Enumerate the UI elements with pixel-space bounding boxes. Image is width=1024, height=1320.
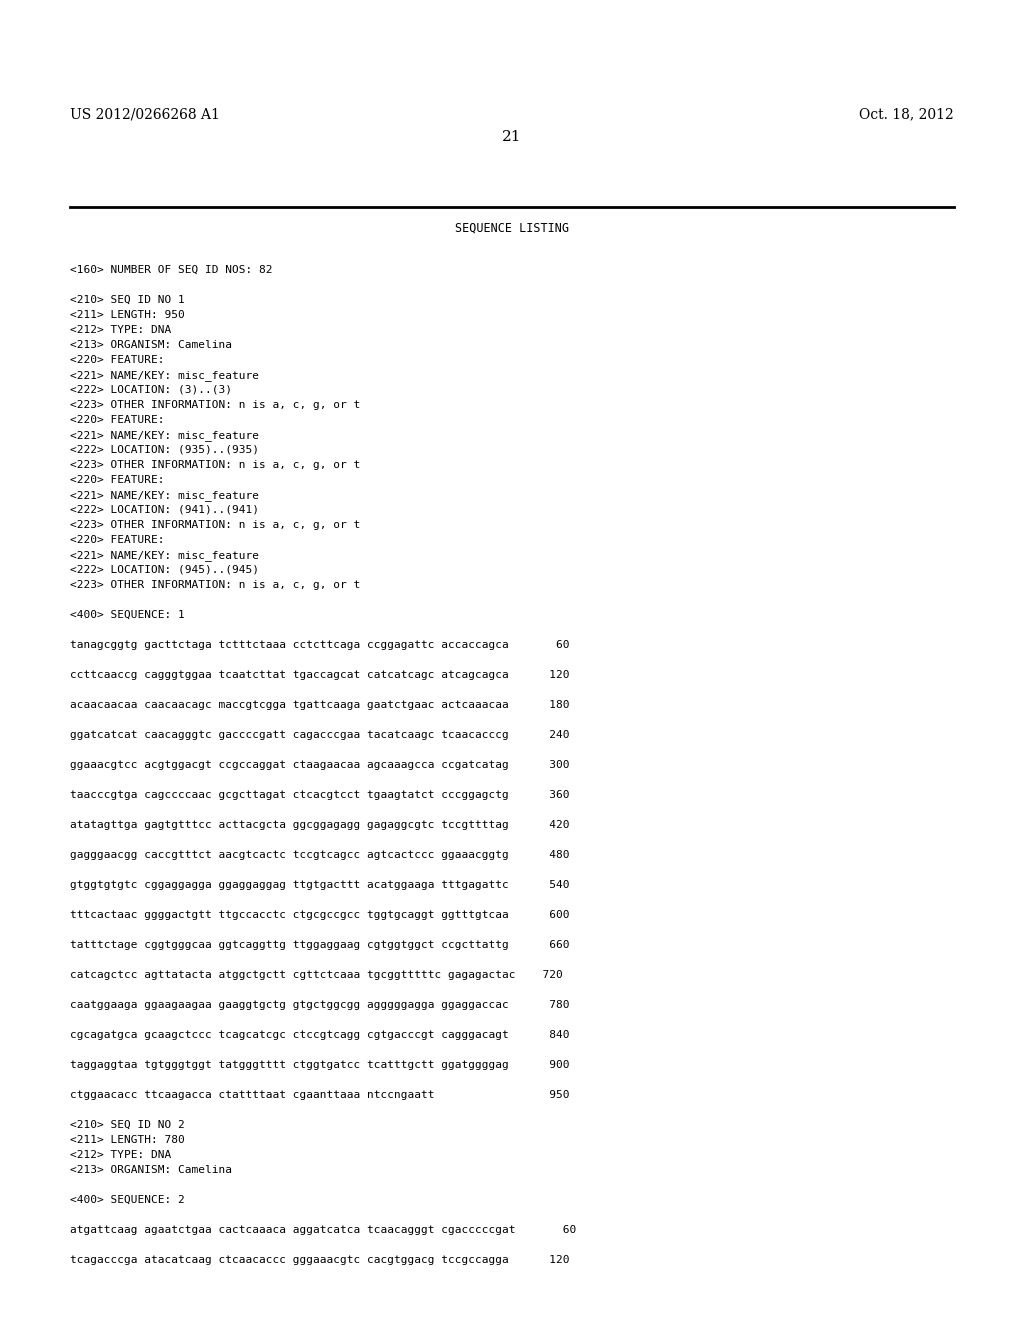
Text: atatagttga gagtgtttcc acttacgcta ggcggagagg gagaggcgtc tccgttttag      420: atatagttga gagtgtttcc acttacgcta ggcggag… — [70, 820, 569, 830]
Text: ccttcaaccg cagggtggaa tcaatcttat tgaccagcat catcatcagc atcagcagca      120: ccttcaaccg cagggtggaa tcaatcttat tgaccag… — [70, 671, 569, 680]
Text: tttcactaac ggggactgtt ttgccacctc ctgcgccgcc tggtgcaggt ggtttgtcaa      600: tttcactaac ggggactgtt ttgccacctc ctgcgcc… — [70, 909, 569, 920]
Text: caatggaaga ggaagaagaa gaaggtgctg gtgctggcgg agggggagga ggaggaccac      780: caatggaaga ggaagaagaa gaaggtgctg gtgctgg… — [70, 1001, 569, 1010]
Text: taggaggtaa tgtgggtggt tatgggtttt ctggtgatcc tcatttgctt ggatggggag      900: taggaggtaa tgtgggtggt tatgggtttt ctggtga… — [70, 1060, 569, 1071]
Text: 21: 21 — [502, 129, 522, 144]
Text: gtggtgtgtc cggaggagga ggaggaggag ttgtgacttt acatggaaga tttgagattc      540: gtggtgtgtc cggaggagga ggaggaggag ttgtgac… — [70, 880, 569, 890]
Text: <220> FEATURE:: <220> FEATURE: — [70, 355, 165, 366]
Text: gagggaacgg caccgtttct aacgtcactc tccgtcagcc agtcactccc ggaaacggtg      480: gagggaacgg caccgtttct aacgtcactc tccgtca… — [70, 850, 569, 861]
Text: <221> NAME/KEY: misc_feature: <221> NAME/KEY: misc_feature — [70, 430, 259, 441]
Text: tcagacccga atacatcaag ctcaacaccc gggaaacgtc cacgtggacg tccgccagga      120: tcagacccga atacatcaag ctcaacaccc gggaaac… — [70, 1255, 569, 1265]
Text: SEQUENCE LISTING: SEQUENCE LISTING — [455, 222, 569, 235]
Text: <222> LOCATION: (941)..(941): <222> LOCATION: (941)..(941) — [70, 506, 259, 515]
Text: <223> OTHER INFORMATION: n is a, c, g, or t: <223> OTHER INFORMATION: n is a, c, g, o… — [70, 459, 360, 470]
Text: ggaaacgtcc acgtggacgt ccgccaggat ctaagaacaa agcaaagcca ccgatcatag      300: ggaaacgtcc acgtggacgt ccgccaggat ctaagaa… — [70, 760, 569, 770]
Text: Oct. 18, 2012: Oct. 18, 2012 — [859, 107, 954, 121]
Text: <220> FEATURE:: <220> FEATURE: — [70, 535, 165, 545]
Text: tatttctage cggtgggcaa ggtcaggttg ttggaggaag cgtggtggct ccgcttattg      660: tatttctage cggtgggcaa ggtcaggttg ttggagg… — [70, 940, 569, 950]
Text: <400> SEQUENCE: 2: <400> SEQUENCE: 2 — [70, 1195, 184, 1205]
Text: <160> NUMBER OF SEQ ID NOS: 82: <160> NUMBER OF SEQ ID NOS: 82 — [70, 265, 272, 275]
Text: atgattcaag agaatctgaa cactcaaaca aggatcatca tcaacagggt cgacccccgat       60: atgattcaag agaatctgaa cactcaaaca aggatca… — [70, 1225, 577, 1236]
Text: <211> LENGTH: 950: <211> LENGTH: 950 — [70, 310, 184, 319]
Text: <220> FEATURE:: <220> FEATURE: — [70, 414, 165, 425]
Text: <223> OTHER INFORMATION: n is a, c, g, or t: <223> OTHER INFORMATION: n is a, c, g, o… — [70, 520, 360, 531]
Text: ggatcatcat caacagggtc gaccccgatt cagacccgaa tacatcaagc tcaacacccg      240: ggatcatcat caacagggtc gaccccgatt cagaccc… — [70, 730, 569, 741]
Text: <221> NAME/KEY: misc_feature: <221> NAME/KEY: misc_feature — [70, 370, 259, 381]
Text: <213> ORGANISM: Camelina: <213> ORGANISM: Camelina — [70, 341, 232, 350]
Text: acaacaacaa caacaacagc maccgtcgga tgattcaaga gaatctgaac actcaaacaa      180: acaacaacaa caacaacagc maccgtcgga tgattca… — [70, 700, 569, 710]
Text: <223> OTHER INFORMATION: n is a, c, g, or t: <223> OTHER INFORMATION: n is a, c, g, o… — [70, 400, 360, 411]
Text: ctggaacacc ttcaagacca ctattttaat cgaanttaaa ntccngaatt                 950: ctggaacacc ttcaagacca ctattttaat cgaantt… — [70, 1090, 569, 1100]
Text: <400> SEQUENCE: 1: <400> SEQUENCE: 1 — [70, 610, 184, 620]
Text: <210> SEQ ID NO 1: <210> SEQ ID NO 1 — [70, 294, 184, 305]
Text: <211> LENGTH: 780: <211> LENGTH: 780 — [70, 1135, 184, 1144]
Text: <212> TYPE: DNA: <212> TYPE: DNA — [70, 325, 171, 335]
Text: <213> ORGANISM: Camelina: <213> ORGANISM: Camelina — [70, 1166, 232, 1175]
Text: <222> LOCATION: (945)..(945): <222> LOCATION: (945)..(945) — [70, 565, 259, 576]
Text: <221> NAME/KEY: misc_feature: <221> NAME/KEY: misc_feature — [70, 550, 259, 561]
Text: cgcagatgca gcaagctccc tcagcatcgc ctccgtcagg cgtgacccgt cagggacagt      840: cgcagatgca gcaagctccc tcagcatcgc ctccgtc… — [70, 1030, 569, 1040]
Text: <222> LOCATION: (935)..(935): <222> LOCATION: (935)..(935) — [70, 445, 259, 455]
Text: tanagcggtg gacttctaga tctttctaaa cctcttcaga ccggagattc accaccagca       60: tanagcggtg gacttctaga tctttctaaa cctcttc… — [70, 640, 569, 649]
Text: taacccgtga cagccccaac gcgcttagat ctcacgtcct tgaagtatct cccggagctg      360: taacccgtga cagccccaac gcgcttagat ctcacgt… — [70, 789, 569, 800]
Text: <212> TYPE: DNA: <212> TYPE: DNA — [70, 1150, 171, 1160]
Text: <220> FEATURE:: <220> FEATURE: — [70, 475, 165, 484]
Text: <222> LOCATION: (3)..(3): <222> LOCATION: (3)..(3) — [70, 385, 232, 395]
Text: catcagctcc agttatacta atggctgctt cgttctcaaa tgcggtttttc gagagactac    720: catcagctcc agttatacta atggctgctt cgttctc… — [70, 970, 563, 979]
Text: <210> SEQ ID NO 2: <210> SEQ ID NO 2 — [70, 1119, 184, 1130]
Text: US 2012/0266268 A1: US 2012/0266268 A1 — [70, 107, 220, 121]
Text: <221> NAME/KEY: misc_feature: <221> NAME/KEY: misc_feature — [70, 490, 259, 500]
Text: <223> OTHER INFORMATION: n is a, c, g, or t: <223> OTHER INFORMATION: n is a, c, g, o… — [70, 579, 360, 590]
